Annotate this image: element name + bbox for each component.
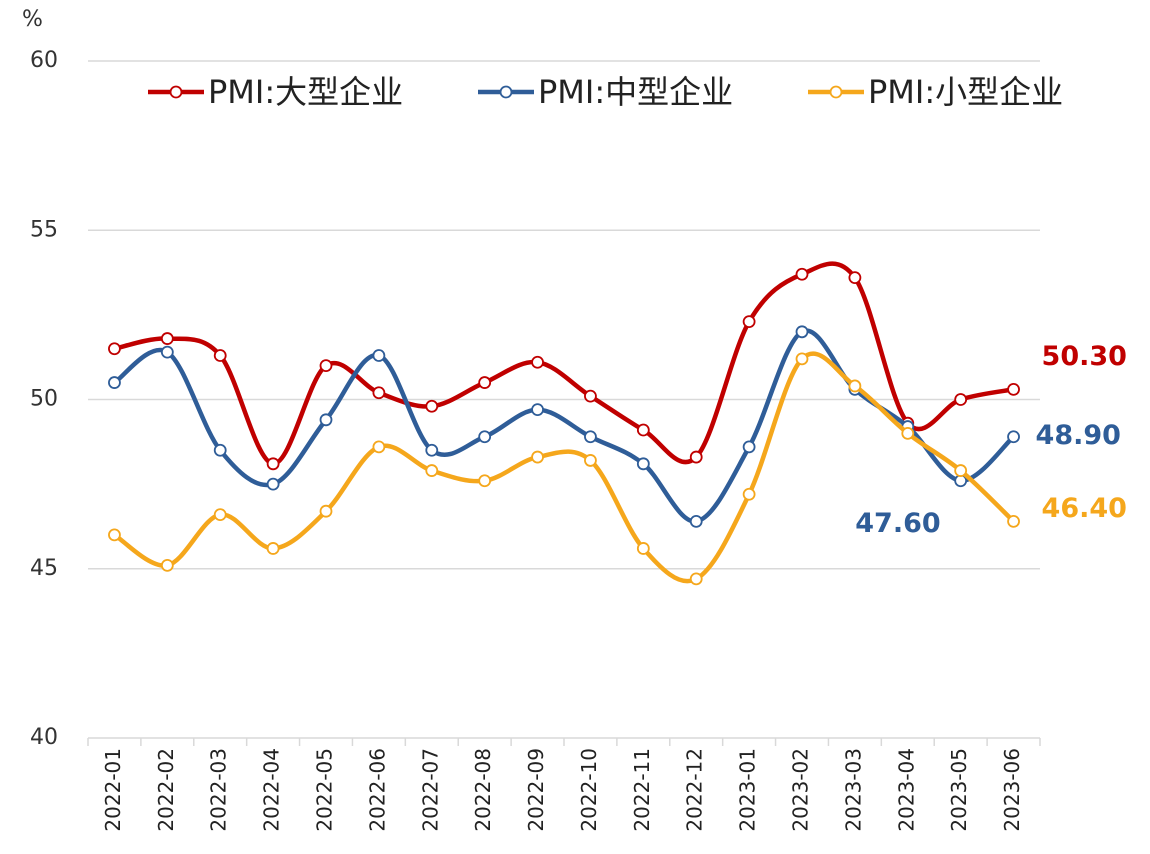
y-tick-label: 60 — [30, 48, 58, 73]
x-tick-label: 2023-06 — [1000, 748, 1024, 832]
marker — [266, 477, 280, 491]
marker — [531, 450, 544, 464]
marker — [531, 355, 544, 369]
marker — [742, 315, 756, 329]
y-unit: % — [22, 7, 43, 32]
marker — [372, 349, 386, 362]
marker — [213, 349, 227, 362]
x-tick-label: 2023-01 — [736, 748, 760, 832]
marker — [1007, 430, 1020, 444]
legend-label: PMI:小型企业 — [868, 73, 1063, 111]
x-tick-label: 2022-04 — [260, 748, 284, 832]
marker — [319, 359, 333, 373]
y-tick-label: 55 — [30, 217, 58, 242]
marker — [1007, 382, 1020, 396]
marker — [795, 325, 809, 339]
legend-label: PMI:中型企业 — [538, 73, 733, 111]
series-line — [113, 351, 1016, 584]
marker — [1007, 514, 1020, 528]
legend-marker — [499, 85, 513, 99]
marker — [108, 342, 121, 356]
marker — [425, 443, 439, 457]
x-tick-label: 2023-05 — [947, 748, 971, 832]
marker — [954, 393, 968, 406]
marker — [531, 403, 544, 417]
legend-marker — [169, 85, 183, 99]
value-label: 46.40 — [1042, 493, 1127, 524]
x-tick-label: 2022-05 — [313, 748, 337, 832]
marker — [372, 440, 386, 454]
x-tick-label: 2023-04 — [894, 748, 918, 832]
marker — [478, 430, 492, 444]
marker — [689, 572, 703, 586]
x-tick-label: 2023-03 — [841, 748, 865, 832]
y-tick-label: 45 — [30, 556, 58, 581]
marker — [319, 413, 333, 427]
marker — [372, 386, 386, 400]
marker — [160, 558, 174, 572]
x-tick-label: 2022-01 — [101, 748, 125, 832]
value-label: 47.60 — [855, 508, 940, 539]
marker — [689, 450, 703, 464]
legend-label: PMI:大型企业 — [208, 73, 403, 111]
marker — [636, 457, 650, 471]
marker — [848, 271, 862, 285]
marker — [584, 454, 597, 467]
marker — [584, 430, 597, 444]
marker — [108, 528, 121, 542]
marker — [584, 389, 597, 403]
x-tick-label: 2022-11 — [630, 748, 654, 832]
marker — [266, 457, 280, 471]
legend-marker — [829, 85, 843, 99]
marker — [478, 474, 492, 488]
marker — [108, 376, 121, 389]
x-tick-label: 2022-03 — [207, 748, 231, 832]
marker — [266, 542, 280, 555]
marker — [213, 508, 227, 521]
marker — [901, 426, 915, 440]
x-tick-label: 2022-02 — [154, 748, 178, 832]
x-tick-label: 2022-09 — [524, 748, 548, 832]
marker — [795, 267, 809, 281]
marker — [742, 487, 756, 501]
y-tick-label: 40 — [30, 725, 58, 750]
x-tick-label: 2022-10 — [577, 748, 601, 832]
x-tick-label: 2022-08 — [471, 748, 495, 832]
marker — [425, 464, 439, 477]
x-tick-label: 2022-12 — [683, 748, 707, 832]
marker — [848, 379, 862, 393]
marker — [689, 514, 703, 528]
marker — [160, 332, 174, 345]
value-label: 50.30 — [1042, 341, 1127, 372]
x-tick-label: 2022-07 — [418, 748, 442, 832]
series-line — [113, 261, 1014, 467]
marker — [795, 352, 809, 366]
marker — [425, 399, 439, 413]
marker — [319, 504, 333, 518]
x-tick-label: 2023-02 — [789, 748, 813, 832]
marker — [954, 464, 968, 477]
x-tick-label: 2022-06 — [365, 748, 389, 832]
marker — [742, 440, 756, 454]
marker — [636, 423, 650, 437]
marker — [213, 443, 227, 457]
marker — [478, 376, 492, 389]
marker — [636, 542, 650, 555]
marker — [160, 345, 174, 359]
y-tick-label: 50 — [30, 387, 58, 412]
value-label: 48.90 — [1036, 420, 1121, 451]
